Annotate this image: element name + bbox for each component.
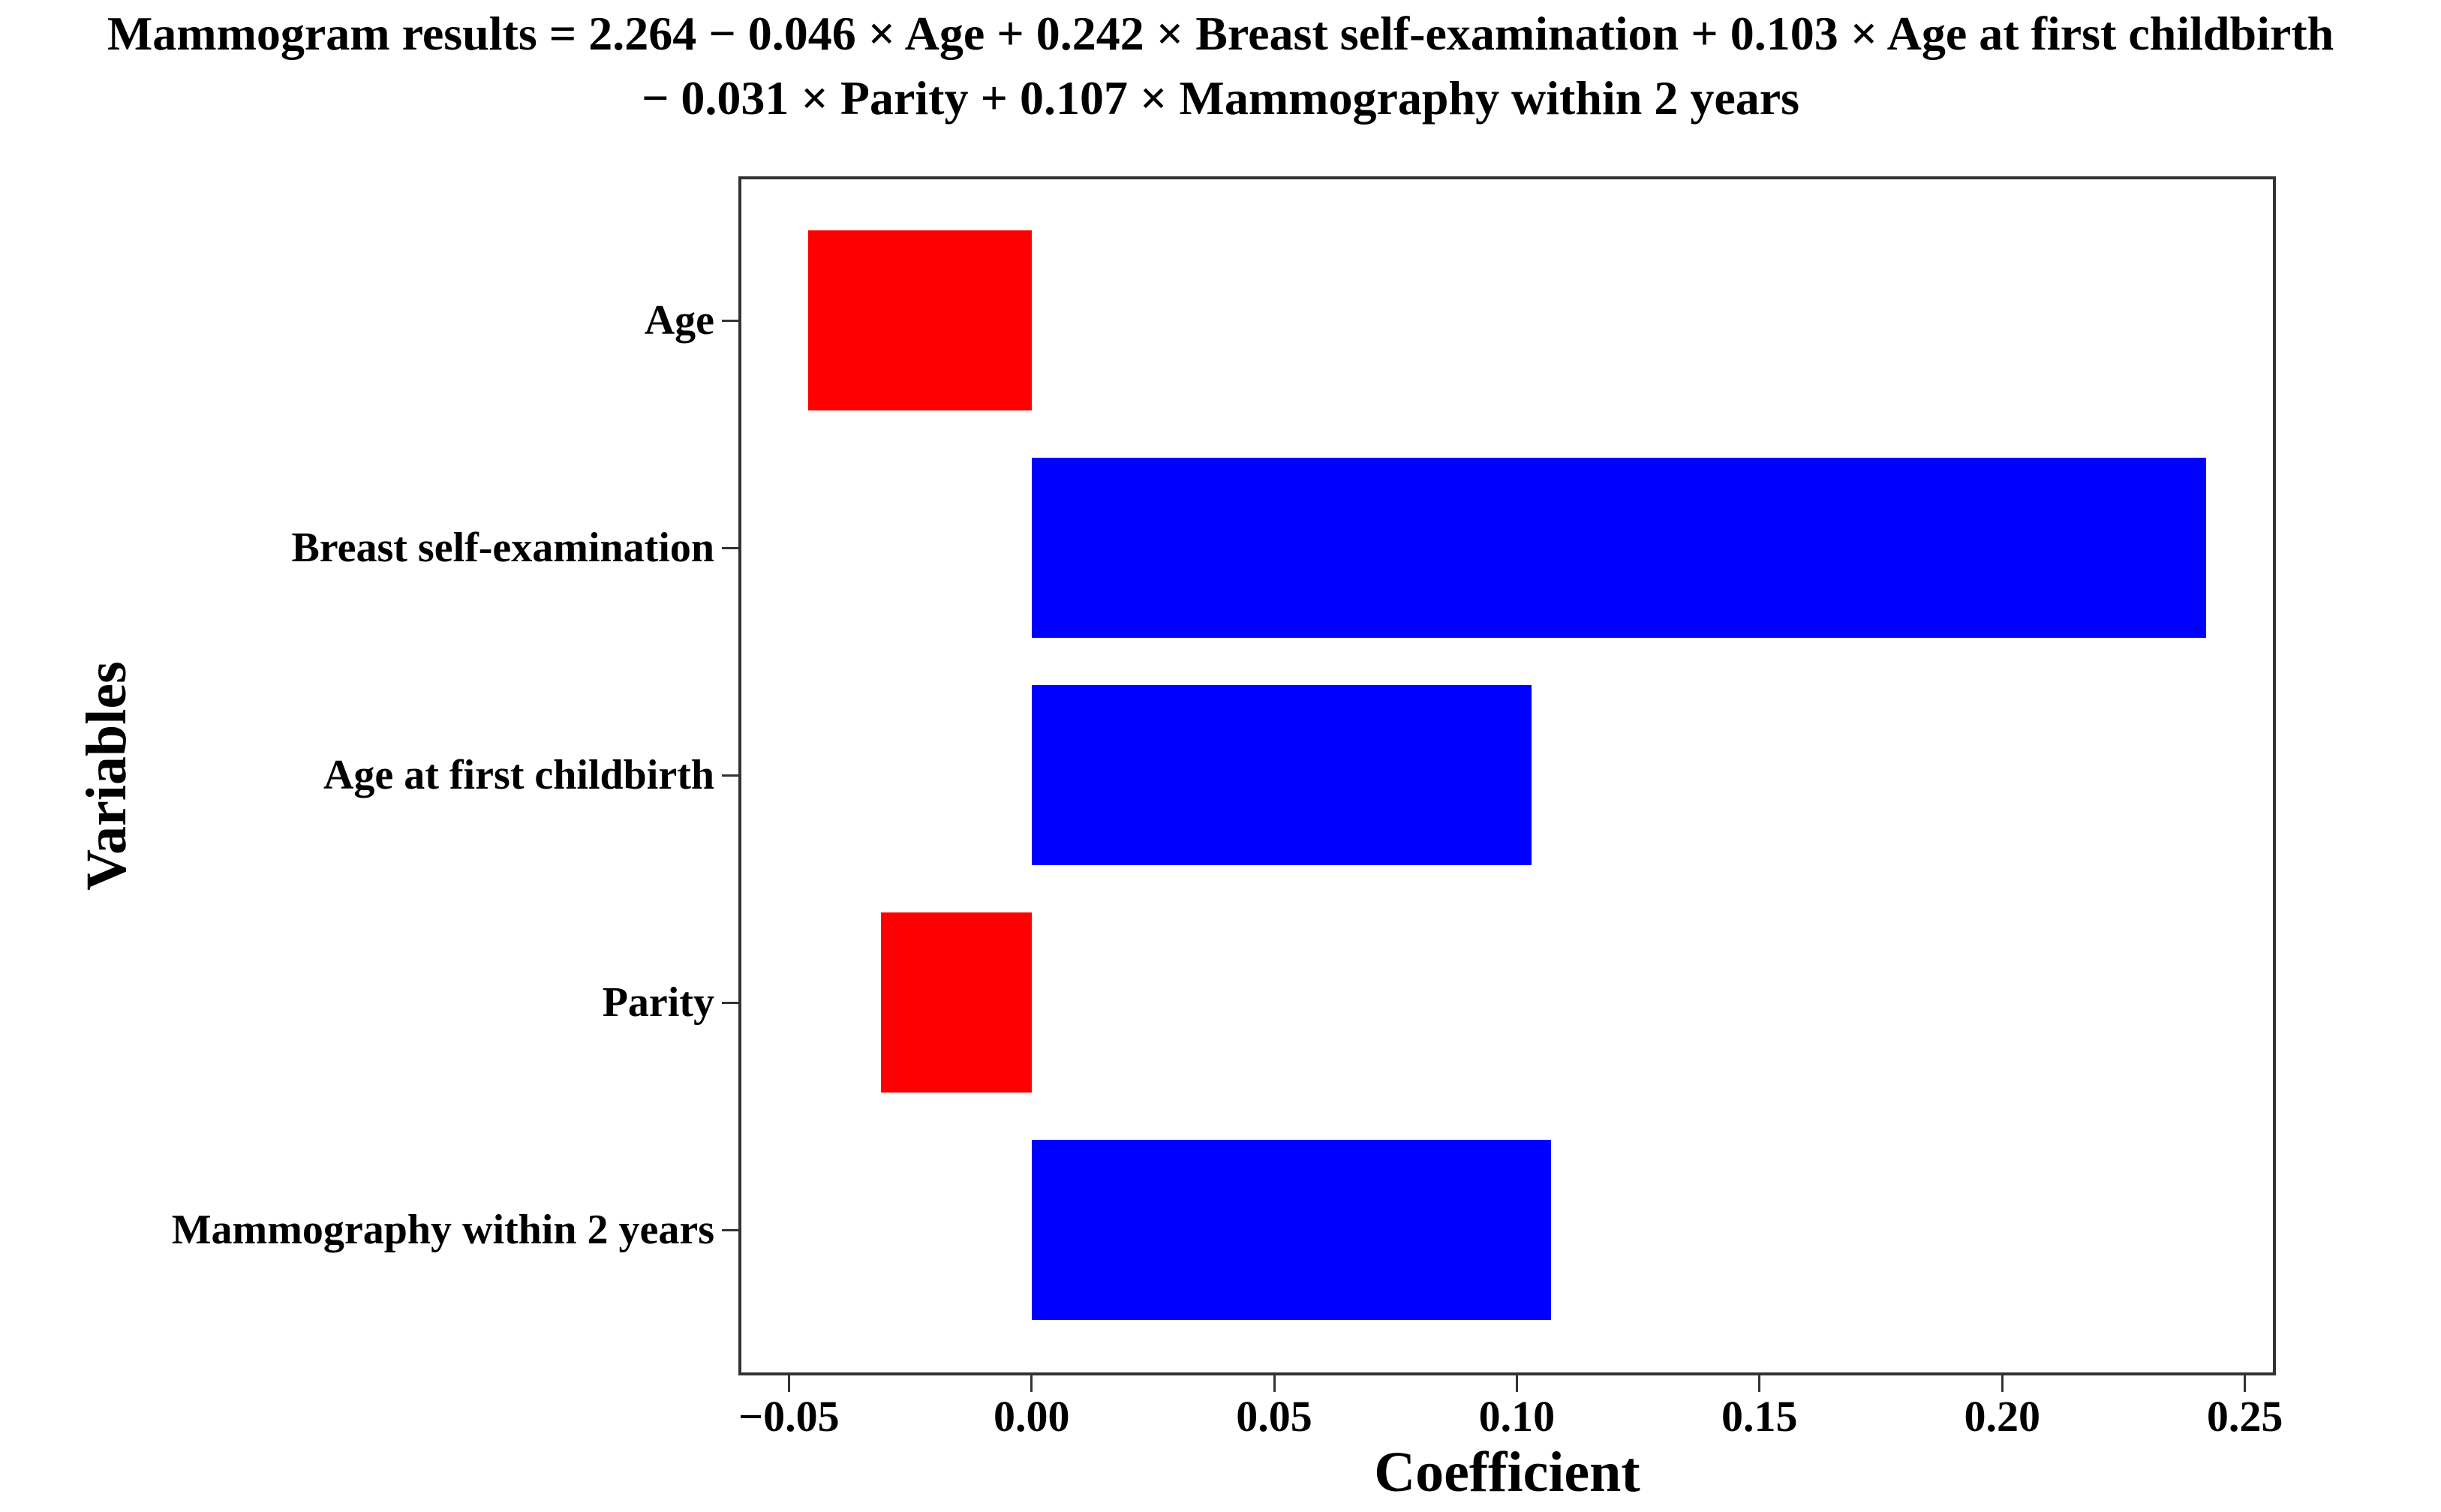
- x-tick-label-0.00: 0.00: [993, 1392, 1070, 1441]
- y-tick-mark: [722, 1228, 738, 1231]
- y-tick-mark: [722, 774, 738, 777]
- x-tick-mark: [2001, 1375, 2004, 1392]
- x-tick-mark: [1515, 1375, 1518, 1392]
- bar-age: [808, 230, 1032, 411]
- y-tick-mark: [722, 546, 738, 549]
- x-tick-label-0.20: 0.20: [1964, 1392, 2040, 1441]
- y-tick-mark: [722, 319, 738, 322]
- y-tick-label-age-at-first-childbirth: Age at first childbirth: [323, 752, 714, 798]
- chart-title-line-2: − 0.031 × Parity + 0.107 × Mammography w…: [641, 71, 1800, 125]
- bar-breast-self-examination: [1031, 458, 2206, 639]
- x-tick-label-0.25: 0.25: [2206, 1392, 2283, 1441]
- y-tick-label-breast-self-examination: Breast self-examination: [291, 525, 714, 572]
- x-tick-label-neg-0.05: −0.05: [738, 1392, 840, 1441]
- y-tick-label-parity: Parity: [602, 979, 714, 1026]
- y-tick-mark: [722, 1001, 738, 1004]
- bar-age-at-first-childbirth: [1031, 685, 1532, 865]
- x-tick-mark: [787, 1375, 790, 1392]
- x-tick-label-0.15: 0.15: [1721, 1392, 1798, 1441]
- x-tick-mark: [2244, 1375, 2247, 1392]
- x-tick-mark: [1758, 1375, 1761, 1392]
- y-tick-label-age: Age: [644, 297, 714, 344]
- x-tick-label-0.10: 0.10: [1478, 1392, 1556, 1441]
- x-tick-mark: [1030, 1375, 1033, 1392]
- x-axis-label: Coefficient: [1374, 1441, 1640, 1504]
- bar-mammography-within-2-years: [1031, 1140, 1551, 1320]
- bar-parity: [881, 912, 1032, 1093]
- x-tick-mark: [1273, 1375, 1276, 1392]
- chart-title-line-1: Mammogram results = 2.264 − 0.046 × Age …: [107, 7, 2334, 60]
- x-tick-label-0.05: 0.05: [1236, 1392, 1312, 1441]
- y-tick-label-mammography-within-2-years: Mammography within 2 years: [171, 1207, 714, 1253]
- chart-title: Mammogram results = 2.264 − 0.046 × Age …: [0, 2, 2441, 131]
